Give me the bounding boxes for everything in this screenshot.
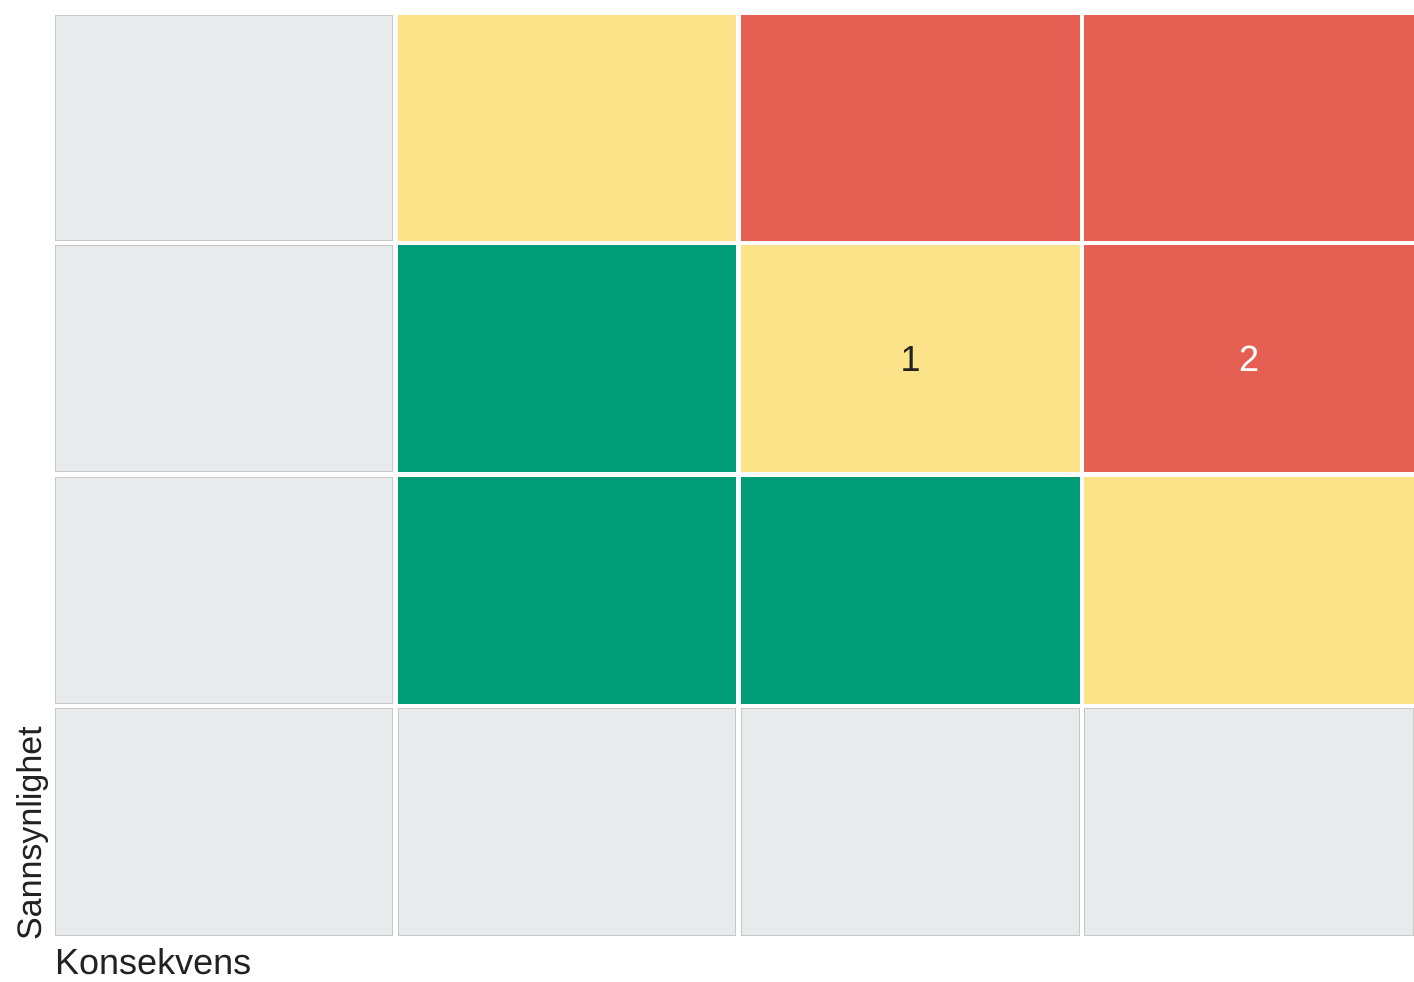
x-axis-label: Konsekvens [55, 941, 252, 982]
matrix-cell [398, 477, 736, 704]
matrix-cell [55, 245, 393, 472]
y-axis-label: Sannsynlighet [11, 726, 49, 940]
matrix-cell [398, 245, 736, 472]
cell-count: 2 [1238, 337, 1260, 379]
matrix-cell [55, 15, 393, 241]
matrix-cell [741, 708, 1080, 936]
matrix-cell [55, 708, 393, 936]
matrix-cell [398, 15, 736, 241]
matrix-cell [741, 477, 1080, 704]
matrix-cell [55, 477, 393, 704]
matrix-cell [741, 15, 1080, 241]
matrix-cell [1084, 15, 1414, 241]
matrix-cell [398, 708, 736, 936]
cell-count: 1 [900, 337, 921, 379]
matrix-cell: 1 [741, 245, 1080, 472]
matrix-cell [1084, 477, 1414, 704]
matrix-cell [1084, 708, 1414, 936]
matrix-cell: 2 [1084, 245, 1414, 472]
